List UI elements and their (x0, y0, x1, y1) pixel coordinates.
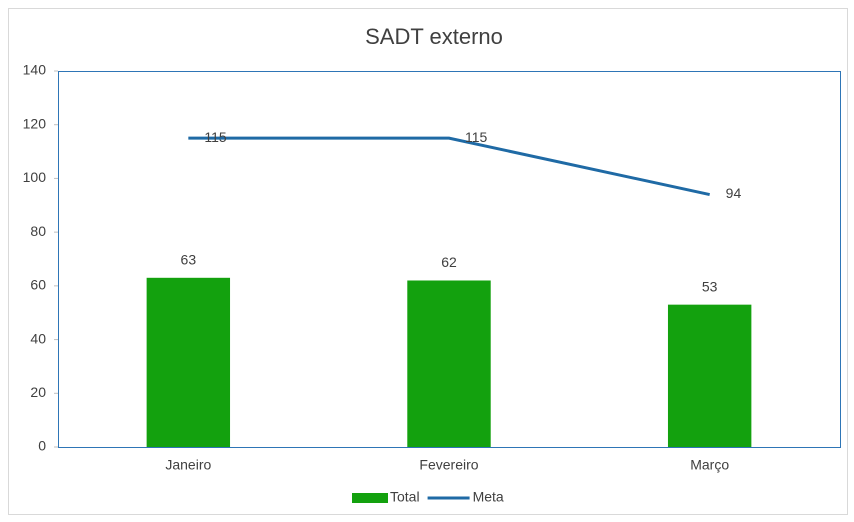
plot-area (58, 71, 841, 448)
legend-label: Meta (473, 489, 504, 505)
y-tick-label: 120 (23, 115, 47, 131)
y-tick-label: 80 (30, 223, 46, 239)
y-tick-label: 140 (23, 62, 47, 78)
y-tick-label: 0 (38, 438, 46, 454)
data-label: 53 (702, 278, 718, 294)
y-tick-label: 60 (30, 277, 46, 293)
x-tick-label: Janeiro (165, 457, 211, 473)
x-tick-label: Março (690, 457, 729, 473)
legend-label: Total (390, 489, 420, 505)
y-tick-label: 40 (30, 330, 46, 346)
data-label: 62 (441, 254, 457, 270)
bar (146, 277, 231, 447)
data-label: 94 (726, 185, 742, 201)
legend-swatch (352, 493, 388, 503)
y-tick-label: 100 (23, 169, 47, 185)
bar (667, 304, 752, 447)
line (188, 136, 710, 197)
y-tick-label: 20 (30, 384, 46, 400)
data-label: 115 (204, 129, 227, 145)
data-label: 115 (465, 129, 488, 145)
bar (407, 280, 491, 447)
x-tick-label: Fevereiro (419, 457, 478, 473)
data-label: 63 (181, 252, 197, 268)
chart-title: SADT externo (365, 24, 503, 49)
